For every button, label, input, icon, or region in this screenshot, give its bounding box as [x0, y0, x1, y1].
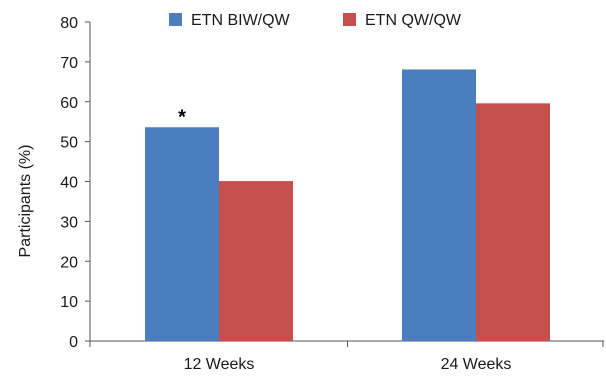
- x-axis: 12 Weeks 24 Weeks: [89, 340, 604, 373]
- y-axis: 0 10 20 30 40 50 60 70 80: [60, 15, 91, 351]
- bar-etn-biw-qw-1: [145, 127, 219, 342]
- y-tick-label: 60: [60, 95, 78, 112]
- bar-etn-qw-qw-2: [476, 103, 550, 341]
- y-axis-label: Participants (%): [17, 145, 34, 258]
- legend-swatch: [169, 13, 182, 26]
- legend: ETN BIW/QW ETN QW/QW: [169, 12, 462, 29]
- y-tick-label: 70: [60, 55, 78, 72]
- significance-marker: *: [178, 106, 186, 128]
- legend-label: ETN BIW/QW: [191, 12, 291, 29]
- y-tick-label: 80: [60, 15, 78, 32]
- legend-swatch: [343, 13, 356, 26]
- bars: [145, 69, 550, 342]
- legend-label: ETN QW/QW: [365, 12, 462, 29]
- bar-etn-biw-qw-2: [402, 69, 476, 342]
- y-tick-label: 40: [60, 175, 78, 192]
- x-tick-label: 24 Weeks: [441, 356, 512, 373]
- bar-etn-qw-qw-1: [219, 181, 293, 341]
- y-tick-label: 10: [60, 294, 78, 311]
- y-tick-label: 0: [69, 334, 78, 351]
- y-tick-label: 30: [60, 214, 78, 231]
- annotations: *: [178, 106, 186, 128]
- x-tick-label: 12 Weeks: [184, 356, 255, 373]
- y-tick-label: 50: [60, 135, 78, 152]
- y-tick-label: 20: [60, 254, 78, 271]
